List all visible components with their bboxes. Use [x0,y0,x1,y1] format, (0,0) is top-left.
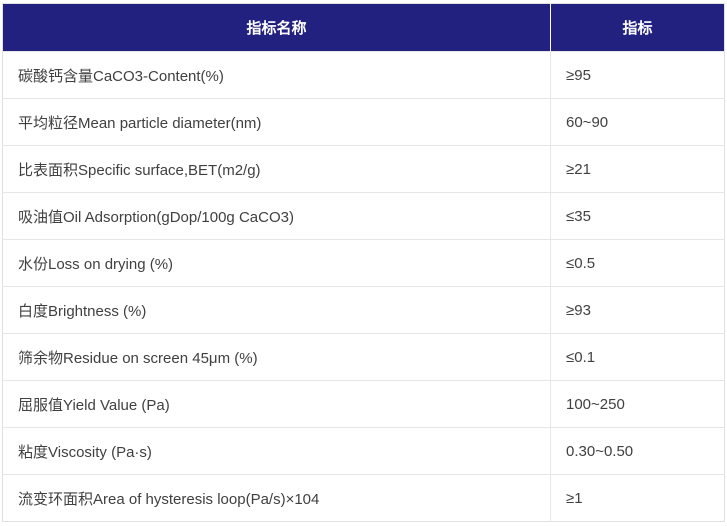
header-row: 指标名称 指标 [2,3,725,52]
indicator-value-cell: ≤0.5 [550,239,725,287]
table-row: 吸油值Oil Adsorption(gDop/100g CaCO3) ≤35 [2,192,725,240]
indicator-name-cell: 流变环面积Area of hysteresis loop(Pa/s)×104 [2,474,551,522]
indicator-value-cell: ≤0.1 [550,333,725,381]
indicator-value-cell: ≥93 [550,286,725,334]
indicator-name-cell: 吸油值Oil Adsorption(gDop/100g CaCO3) [2,192,551,240]
header-cell-indicator-name: 指标名称 [2,3,551,52]
table-row: 粘度Viscosity (Pa·s) 0.30~0.50 [2,427,725,475]
table-row: 白度Brightness (%) ≥93 [2,286,725,334]
indicator-name-cell: 水份Loss on drying (%) [2,239,551,287]
table-row: 流变环面积Area of hysteresis loop(Pa/s)×104 ≥1 [2,474,725,522]
indicator-value-cell: 0.30~0.50 [550,427,725,475]
indicator-value-cell: ≥21 [550,145,725,193]
product-spec-table: 指标名称 指标 碳酸钙含量CaCO3-Content(%) ≥95 平均粒径Mean… [2,3,725,522]
table-row: 屈服值Yield Value (Pa) 100~250 [2,380,725,428]
table-header: 指标名称 指标 [2,3,725,52]
header-cell-indicator-value: 指标 [550,3,725,52]
indicator-name-cell: 白度Brightness (%) [2,286,551,334]
table-row: 碳酸钙含量CaCO3-Content(%) ≥95 [2,51,725,99]
indicator-value-cell: 100~250 [550,380,725,428]
table-row: 比表面积Specific surface,BET(m2/g) ≥21 [2,145,725,193]
table-row: 筛余物Residue on screen 45μm (%) ≤0.1 [2,333,725,381]
indicator-value-cell: ≥95 [550,51,725,99]
table-body: 碳酸钙含量CaCO3-Content(%) ≥95 平均粒径Mean particl… [2,51,725,522]
indicator-name-cell: 粘度Viscosity (Pa·s) [2,427,551,475]
indicator-name-cell: 比表面积Specific surface,BET(m2/g) [2,145,551,193]
indicator-value-cell: ≥1 [550,474,725,522]
indicator-value-cell: 60~90 [550,98,725,146]
table-row: 平均粒径Mean particle diameter(nm) 60~90 [2,98,725,146]
table-row: 水份Loss on drying (%) ≤0.5 [2,239,725,287]
indicator-name-cell: 屈服值Yield Value (Pa) [2,380,551,428]
indicator-value-cell: ≤35 [550,192,725,240]
indicator-name-cell: 平均粒径Mean particle diameter(nm) [2,98,551,146]
indicator-name-cell: 碳酸钙含量CaCO3-Content(%) [2,51,551,99]
indicator-name-cell: 筛余物Residue on screen 45μm (%) [2,333,551,381]
